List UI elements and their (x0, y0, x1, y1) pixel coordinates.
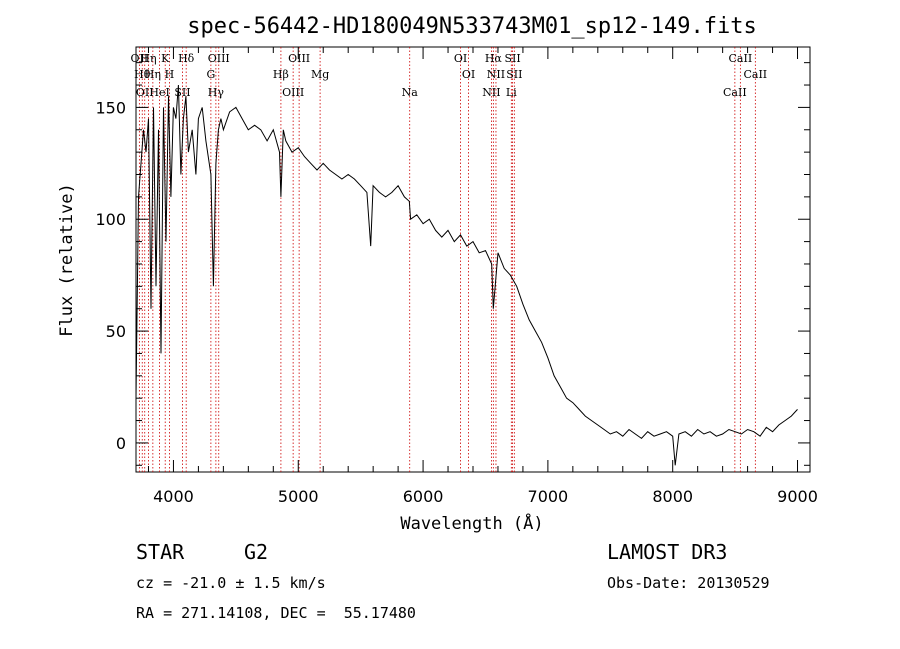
spectrum-series-line (135, 84, 798, 466)
spectral-line-label: H (165, 68, 175, 81)
redshift-velocity: cz = -21.0 ± 1.5 km/s (136, 574, 326, 592)
x-tick-label: 7000 (528, 487, 569, 506)
spectral-line-label: Hθ (134, 68, 151, 81)
y-tick-label: 150 (95, 98, 126, 117)
spectral-line-markers (138, 47, 756, 472)
spectral-line-label: Mg (311, 68, 329, 81)
object-class: STAR (136, 540, 185, 564)
spectral-line-label: CaII (723, 86, 747, 99)
y-tick-label: 0 (116, 434, 126, 453)
x-tick-label: 5000 (278, 487, 319, 506)
spectral-line-label: Hη (140, 52, 156, 65)
x-tick-label: 9000 (777, 487, 818, 506)
x-tick-label: 8000 (652, 487, 693, 506)
spectral-line-label: CaII (729, 52, 753, 65)
spectral-line-label: SII (174, 86, 190, 99)
object-subclass: G2 (244, 540, 269, 564)
spectral-line-label: OI (462, 68, 475, 81)
spectral-line-label: Hα (485, 52, 503, 65)
x-axis-ticks: 4000 5000 6000 7000 8000 9000 (147, 47, 818, 506)
y-tick-label: 50 (106, 322, 126, 341)
spectral-line-label: OII (131, 52, 149, 65)
spectral-line-label: Hη (145, 68, 161, 81)
plot-frame (135, 46, 811, 473)
spectral-line-label: OIII (288, 52, 310, 65)
spectral-line-label: OIII (282, 86, 304, 99)
spectral-line-labels: OIIHθOIIHηHηHeIKHSIIHδGHγOIIIHβOIIIOIIIM… (131, 52, 768, 99)
spectral-line-label: OIII (208, 52, 230, 65)
spectral-line-label: OII (136, 86, 154, 99)
spectral-line-label: K (161, 52, 170, 65)
spectral-line-label: SII (506, 68, 522, 81)
spectral-line-label: Li (506, 86, 517, 99)
spectral-line-label: OI (454, 52, 467, 65)
y-axis-label: Flux (relative) (57, 183, 77, 337)
observation-date: Obs-Date: 20130529 (607, 574, 770, 592)
spectral-line-label: Hγ (208, 86, 225, 99)
spectral-line-label: NII (487, 68, 505, 81)
sky-coordinates: RA = 271.14108, DEC = 55.17480 (136, 604, 416, 622)
spectral-line-label: G (206, 68, 215, 81)
x-tick-label: 4000 (153, 487, 194, 506)
spectral-line-label: Na (402, 86, 419, 99)
spectral-line-label: HeI (149, 86, 169, 99)
x-tick-label: 6000 (403, 487, 444, 506)
spectral-line-label: SII (504, 52, 520, 65)
spectral-line-label: CaII (743, 68, 767, 81)
spectral-line-label: Hδ (178, 52, 195, 65)
x-axis-label: Wavelength (Å) (400, 512, 543, 534)
spectral-line-label: NII (482, 86, 500, 99)
survey-name: LAMOST DR3 (607, 540, 728, 564)
chart-title: spec-56442-HD180049N533743M01_sp12-149.f… (187, 14, 757, 39)
y-tick-label: 100 (95, 210, 126, 229)
spectral-line-label: Hβ (273, 68, 289, 81)
y-axis-ticks: 0 50 100 150 (95, 62, 810, 466)
